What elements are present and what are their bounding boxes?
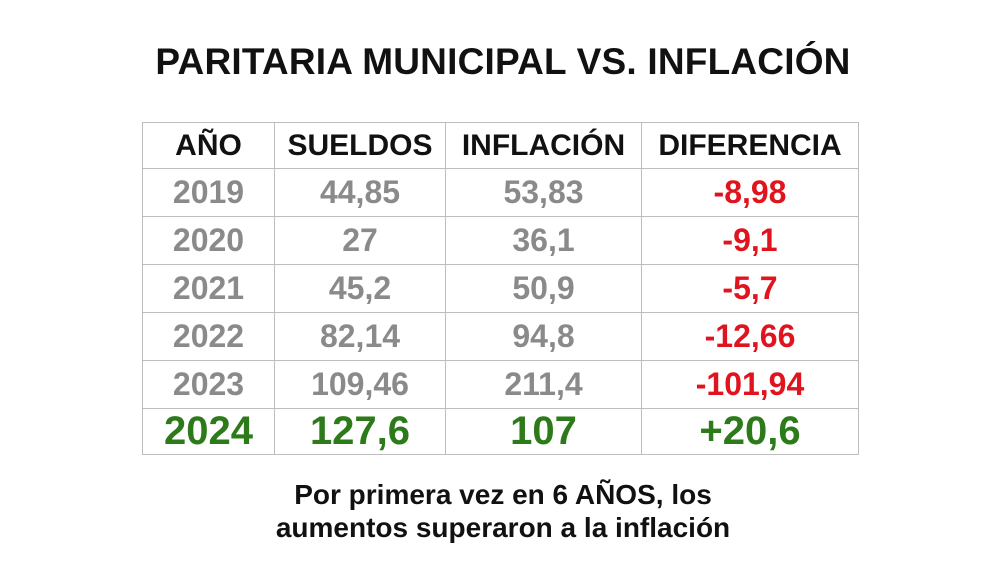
table-row: 2022 82,14 94,8 -12,66 [142, 312, 859, 361]
salary-cell: 109,46 [274, 360, 446, 409]
year-cell: 2023 [142, 360, 275, 409]
footer-caption: Por primera vez en 6 AÑOS, los aumentos … [0, 478, 1006, 544]
salary-cell: 82,14 [274, 312, 446, 361]
inflation-cell: 107 [445, 408, 642, 455]
table-row: 2023 109,46 211,4 -101,94 [142, 360, 859, 409]
column-header-year: AÑO [142, 122, 275, 169]
header-row: AÑO SUELDOS INFLACIÓN DIFERENCIA [142, 122, 859, 169]
inflation-cell: 36,1 [445, 216, 642, 265]
footer-line-1: Por primera vez en 6 AÑOS, los [294, 479, 712, 510]
difference-cell: -9,1 [641, 216, 859, 265]
salary-cell: 127,6 [274, 408, 446, 455]
salary-cell: 27 [274, 216, 446, 265]
table-row: 2020 27 36,1 -9,1 [142, 216, 859, 265]
year-cell: 2019 [142, 168, 275, 217]
inflation-cell: 53,83 [445, 168, 642, 217]
footer-line-2: aumentos superaron a la inflación [275, 512, 731, 543]
difference-cell: +20,6 [641, 408, 859, 455]
year-cell: 2024 [142, 408, 275, 455]
column-header-inflation: INFLACIÓN [445, 122, 642, 169]
table-row-highlight: 2024 127,6 107 +20,6 [142, 408, 859, 455]
page-title: PARITARIA MUNICIPAL VS. INFLACIÓN [155, 41, 851, 82]
difference-cell: -101,94 [641, 360, 859, 409]
inflation-cell: 211,4 [445, 360, 642, 409]
column-header-salaries: SUELDOS [274, 122, 446, 169]
difference-cell: -12,66 [641, 312, 859, 361]
salary-cell: 44,85 [274, 168, 446, 217]
year-cell: 2021 [142, 264, 275, 313]
difference-cell: -8,98 [641, 168, 859, 217]
salary-cell: 45,2 [274, 264, 446, 313]
column-header-difference: DIFERENCIA [641, 122, 859, 169]
year-cell: 2022 [142, 312, 275, 361]
table-row: 2021 45,2 50,9 -5,7 [142, 264, 859, 313]
year-cell: 2020 [142, 216, 275, 265]
inflation-cell: 50,9 [445, 264, 642, 313]
inflation-cell: 94,8 [445, 312, 642, 361]
table-row: 2019 44,85 53,83 -8,98 [142, 168, 859, 217]
difference-cell: -5,7 [641, 264, 859, 313]
comparison-table: AÑO SUELDOS INFLACIÓN DIFERENCIA 2019 44… [142, 122, 859, 455]
